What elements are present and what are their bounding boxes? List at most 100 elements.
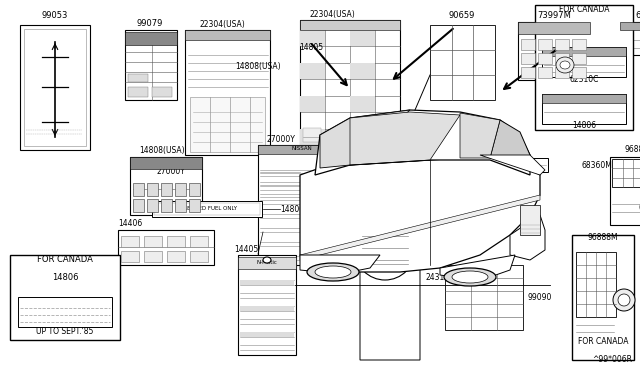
Bar [576, 252, 616, 265]
Bar [300, 96, 325, 112]
Text: 73997M: 73997M [537, 10, 571, 19]
Bar [572, 53, 586, 64]
Bar [398, 279, 416, 294]
Bar [480, 158, 548, 172]
Text: 14806: 14806 [572, 122, 596, 131]
Bar [147, 199, 158, 212]
Ellipse shape [618, 294, 630, 306]
Bar [130, 157, 202, 215]
Text: 14808(USA): 14808(USA) [235, 62, 280, 71]
Bar [185, 30, 270, 40]
Bar [576, 252, 616, 317]
Bar [118, 230, 214, 265]
Bar [350, 30, 375, 46]
Bar [128, 87, 148, 97]
Ellipse shape [360, 261, 367, 267]
Ellipse shape [236, 125, 244, 129]
Text: 90659: 90659 [449, 10, 475, 19]
Bar [121, 236, 139, 247]
Ellipse shape [211, 114, 219, 120]
Bar [445, 265, 523, 330]
Text: 14806: 14806 [52, 273, 78, 282]
Bar [175, 199, 186, 212]
Bar [572, 235, 634, 360]
Bar [620, 22, 640, 55]
Bar [24, 29, 86, 146]
Bar [144, 236, 162, 247]
Text: 22304(USA): 22304(USA) [199, 19, 245, 29]
Bar [521, 39, 535, 50]
Bar [133, 183, 144, 196]
Bar [128, 74, 148, 82]
Bar [430, 25, 495, 100]
Text: FOR CANADA: FOR CANADA [578, 337, 628, 346]
Bar [258, 145, 346, 154]
Polygon shape [350, 112, 460, 165]
Ellipse shape [315, 266, 351, 278]
Bar [572, 67, 586, 78]
Bar [518, 22, 590, 80]
Text: FOR CANADA: FOR CANADA [559, 4, 609, 13]
Ellipse shape [307, 263, 359, 281]
Polygon shape [300, 158, 540, 272]
Bar [362, 264, 380, 279]
Bar [189, 183, 200, 196]
Text: FOR CANADA: FOR CANADA [37, 256, 93, 264]
Bar [305, 200, 343, 260]
Text: 99090: 99090 [528, 292, 552, 301]
Bar [521, 53, 535, 64]
Bar [121, 251, 139, 262]
Text: UP TO SEPT.'85: UP TO SEPT.'85 [36, 327, 93, 337]
Bar [542, 94, 626, 103]
Bar [154, 203, 260, 215]
Bar [144, 251, 162, 262]
Text: N-Matic: N-Matic [257, 260, 277, 266]
Bar [538, 53, 552, 64]
Bar [350, 96, 375, 112]
Bar [380, 294, 398, 309]
Text: ^99*006R: ^99*006R [592, 355, 632, 364]
Ellipse shape [314, 226, 326, 244]
Bar [398, 264, 416, 279]
Bar [125, 32, 177, 45]
Bar [380, 264, 398, 279]
Text: 14806: 14806 [280, 205, 304, 214]
Bar [480, 158, 490, 172]
Text: 99053: 99053 [42, 12, 68, 20]
Bar [612, 159, 640, 187]
Bar [350, 129, 375, 145]
Bar [620, 22, 640, 30]
Bar [18, 297, 112, 327]
Bar [240, 280, 294, 285]
Bar [152, 87, 172, 97]
Text: 68360M: 68360M [582, 160, 613, 170]
Text: 24312M: 24312M [425, 273, 456, 282]
Bar [555, 53, 569, 64]
Text: 96888M: 96888M [588, 232, 618, 241]
Bar [398, 294, 416, 309]
Bar [167, 251, 185, 262]
Text: 14808(USA): 14808(USA) [139, 145, 185, 154]
Bar [185, 30, 270, 155]
Text: 96888M: 96888M [625, 145, 640, 154]
Bar [240, 306, 294, 311]
Polygon shape [480, 155, 545, 175]
Bar [300, 129, 325, 145]
Text: 27000Y: 27000Y [156, 167, 185, 176]
Polygon shape [320, 110, 410, 168]
Bar [147, 183, 158, 196]
Polygon shape [510, 215, 545, 260]
Bar [535, 5, 633, 130]
Bar [555, 67, 569, 78]
Polygon shape [315, 110, 530, 175]
Bar [175, 183, 186, 196]
Bar [576, 278, 616, 291]
Bar [300, 63, 325, 79]
Ellipse shape [452, 271, 488, 283]
Bar [133, 199, 144, 212]
Bar [610, 157, 640, 225]
Text: 14805: 14805 [299, 44, 323, 52]
Bar [161, 199, 172, 212]
Bar [521, 67, 535, 78]
Bar [20, 25, 90, 150]
